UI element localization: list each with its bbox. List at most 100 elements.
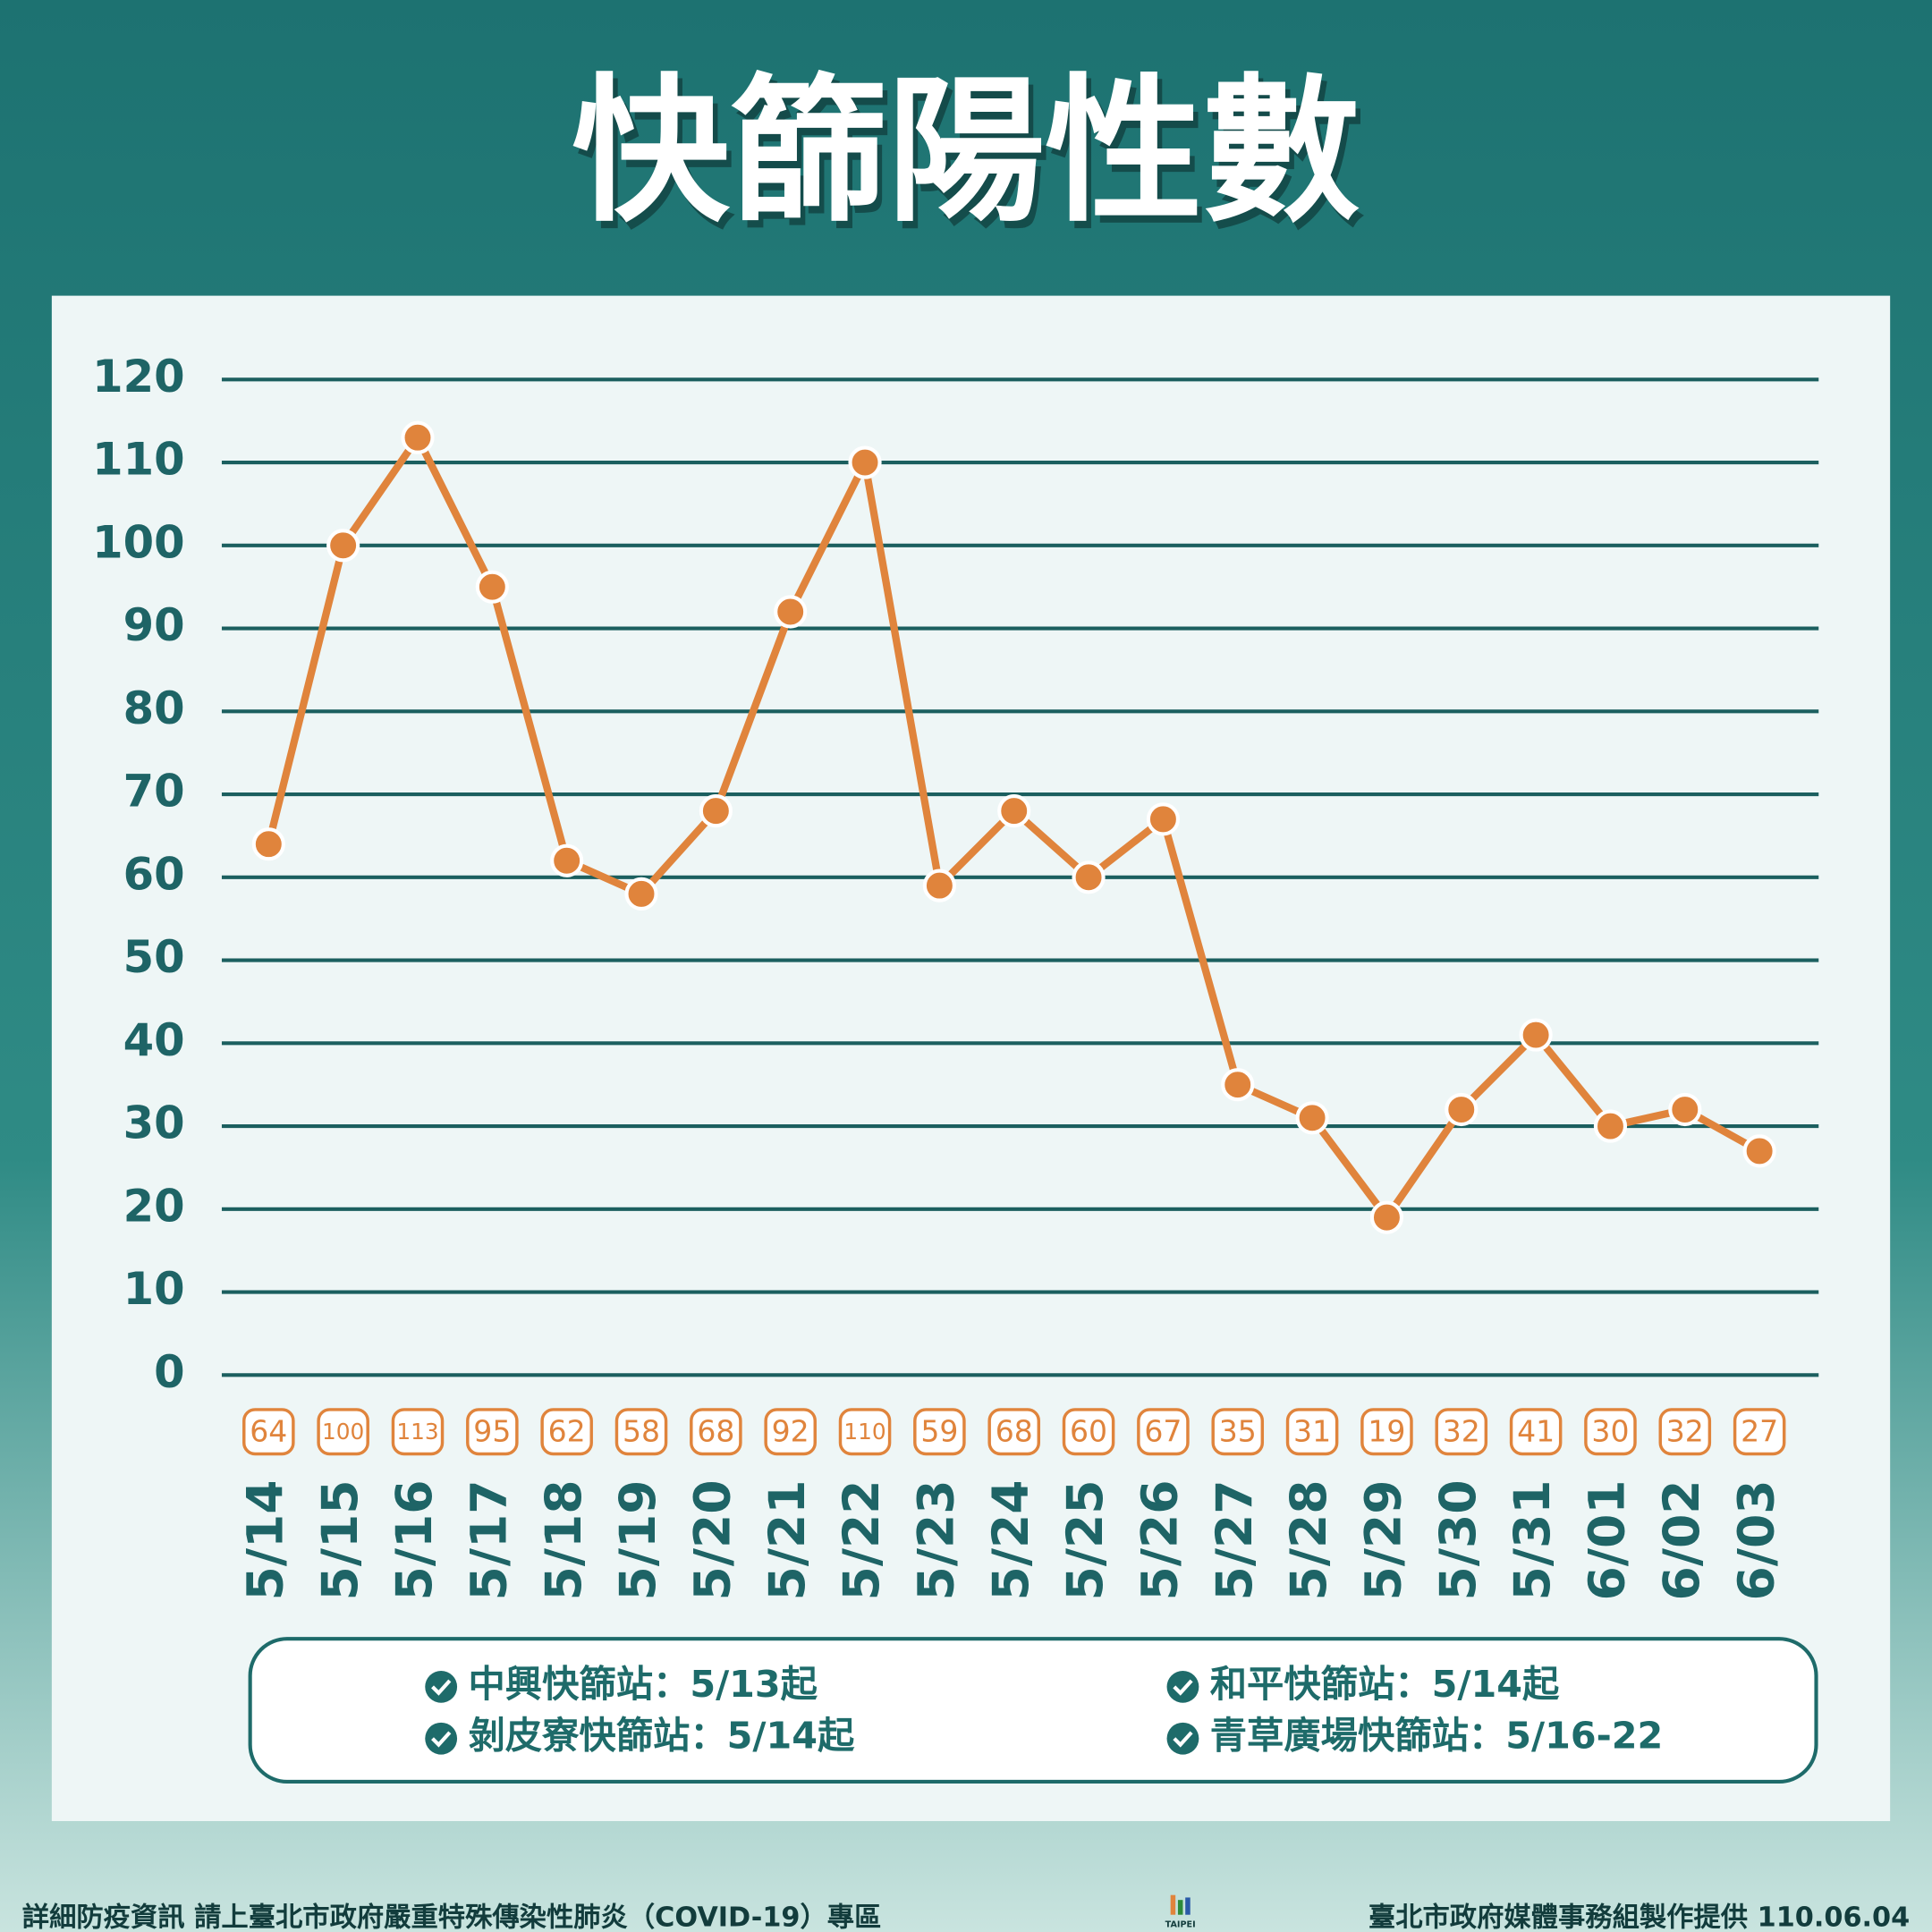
- x-tick-label: 5/28: [1280, 1479, 1337, 1600]
- point: [1445, 1092, 1479, 1127]
- point: [1295, 1101, 1329, 1135]
- point: [1072, 860, 1106, 894]
- y-tick-label: 90: [123, 599, 185, 651]
- point: [922, 869, 956, 902]
- value-label-box: [1584, 1408, 1637, 1456]
- value-label: 41: [1517, 1414, 1555, 1449]
- value-label-box: [391, 1408, 445, 1456]
- point: [401, 420, 435, 454]
- value-label: 113: [396, 1419, 438, 1445]
- value-label-box: [614, 1408, 668, 1456]
- point: [1593, 1109, 1628, 1143]
- value-label: 92: [772, 1414, 809, 1449]
- x-tick-label: 5/18: [535, 1479, 592, 1600]
- footer-logo: TAIPEI: [1165, 1920, 1196, 1930]
- point: [1668, 1092, 1702, 1127]
- title-shadow: 快篩陽性數: [577, 66, 1366, 250]
- x-tick-label: 5/26: [1131, 1479, 1189, 1600]
- point: [1221, 1068, 1255, 1102]
- point: [326, 529, 360, 563]
- value-label: 60: [1070, 1414, 1107, 1449]
- y-tick-label: 0: [154, 1346, 185, 1398]
- point: [1519, 1018, 1553, 1052]
- x-tick-label: 5/25: [1056, 1479, 1114, 1600]
- note: 青草廣場快篩站：5/16-22: [1210, 1715, 1663, 1758]
- x-tick-label: 5/22: [833, 1479, 890, 1600]
- x-tick-label: 5/17: [460, 1479, 517, 1600]
- check-icons: [425, 1670, 1199, 1755]
- y-tick-label: 20: [123, 1180, 185, 1232]
- value-label: 110: [843, 1419, 886, 1445]
- value-label-box: [838, 1408, 892, 1456]
- point: [1742, 1134, 1776, 1168]
- value-label-box: [1062, 1408, 1115, 1456]
- value-label-box: [466, 1408, 519, 1456]
- value-label: 95: [473, 1414, 511, 1449]
- point: [848, 445, 882, 479]
- value-label-box: [1137, 1408, 1190, 1456]
- x-tick-label: 6/01: [1579, 1479, 1636, 1600]
- value-label: 64: [250, 1414, 287, 1449]
- value-label-box: [242, 1408, 295, 1456]
- x-tick-label: 5/31: [1504, 1479, 1561, 1600]
- value-label-box: [1435, 1408, 1488, 1456]
- value-label-box: [1733, 1408, 1786, 1456]
- value-label-box: [764, 1408, 817, 1456]
- x-tick-label: 6/03: [1727, 1479, 1784, 1600]
- y-tick-label: 100: [92, 516, 185, 568]
- x-tick-label: 5/14: [236, 1479, 293, 1600]
- value-label: 59: [920, 1414, 958, 1449]
- point: [475, 570, 509, 604]
- value-label: 58: [623, 1414, 660, 1449]
- value-label-box: [540, 1408, 593, 1456]
- value-label: 67: [1144, 1414, 1182, 1449]
- value-label-box: [1211, 1408, 1265, 1456]
- value-label: 68: [697, 1414, 734, 1449]
- y-tick-label: 30: [123, 1097, 185, 1149]
- y-tick-label: 60: [123, 848, 185, 900]
- point: [699, 794, 733, 828]
- value-label-box: [690, 1408, 742, 1456]
- note: 中興快篩站：5/13起: [468, 1663, 818, 1706]
- x-tick-label: 5/24: [982, 1479, 1039, 1600]
- value-label: 100: [322, 1419, 364, 1445]
- y-tick-label: 80: [123, 682, 185, 734]
- value-label: 32: [1443, 1414, 1480, 1449]
- y-tick-label: 120: [92, 351, 185, 402]
- point: [774, 595, 808, 629]
- x-tick-label: 5/29: [1355, 1479, 1412, 1600]
- footer-left: 詳細防疫資訊 請上臺北市政府嚴重特殊傳染性肺炎（COVID-19）專區: [22, 1901, 882, 1932]
- point: [1146, 802, 1181, 836]
- chart-title: 快篩陽性數: [572, 59, 1360, 243]
- y-tick-label: 70: [123, 766, 185, 818]
- point: [997, 794, 1031, 828]
- x-tick-label: 6/02: [1653, 1479, 1710, 1600]
- x-tick-label: 5/23: [908, 1479, 965, 1600]
- value-label: 27: [1741, 1414, 1778, 1449]
- x-tick-label: 5/27: [1206, 1479, 1263, 1600]
- point: [1369, 1200, 1404, 1234]
- x-tick-label: 5/30: [1429, 1479, 1487, 1600]
- value-label-box: [317, 1408, 369, 1456]
- value-label: 31: [1293, 1414, 1331, 1449]
- x-tick-label: 5/15: [311, 1479, 369, 1600]
- y-tick-label: 40: [123, 1014, 185, 1066]
- value-label: 32: [1666, 1414, 1704, 1449]
- x-tick-label: 5/20: [683, 1479, 741, 1600]
- logo-icon: [1170, 1894, 1191, 1915]
- x-tick-label: 5/21: [758, 1479, 816, 1600]
- x-tick-label: 5/16: [386, 1479, 443, 1600]
- y-tick-label: 50: [123, 931, 185, 983]
- value-label: 62: [548, 1414, 586, 1449]
- value-label: 68: [996, 1414, 1033, 1449]
- value-label: 19: [1368, 1414, 1405, 1449]
- value-label: 35: [1219, 1414, 1257, 1449]
- point: [624, 877, 658, 911]
- value-label-box: [1285, 1408, 1339, 1456]
- value-label: 30: [1591, 1414, 1629, 1449]
- footer-right: 臺北市政府媒體事務組製作提供 110.06.04: [1368, 1901, 1910, 1932]
- note: 和平快篩站：5/14起: [1210, 1663, 1560, 1706]
- legend-box: [248, 1637, 1818, 1784]
- x-tick-label: 5/19: [609, 1479, 666, 1600]
